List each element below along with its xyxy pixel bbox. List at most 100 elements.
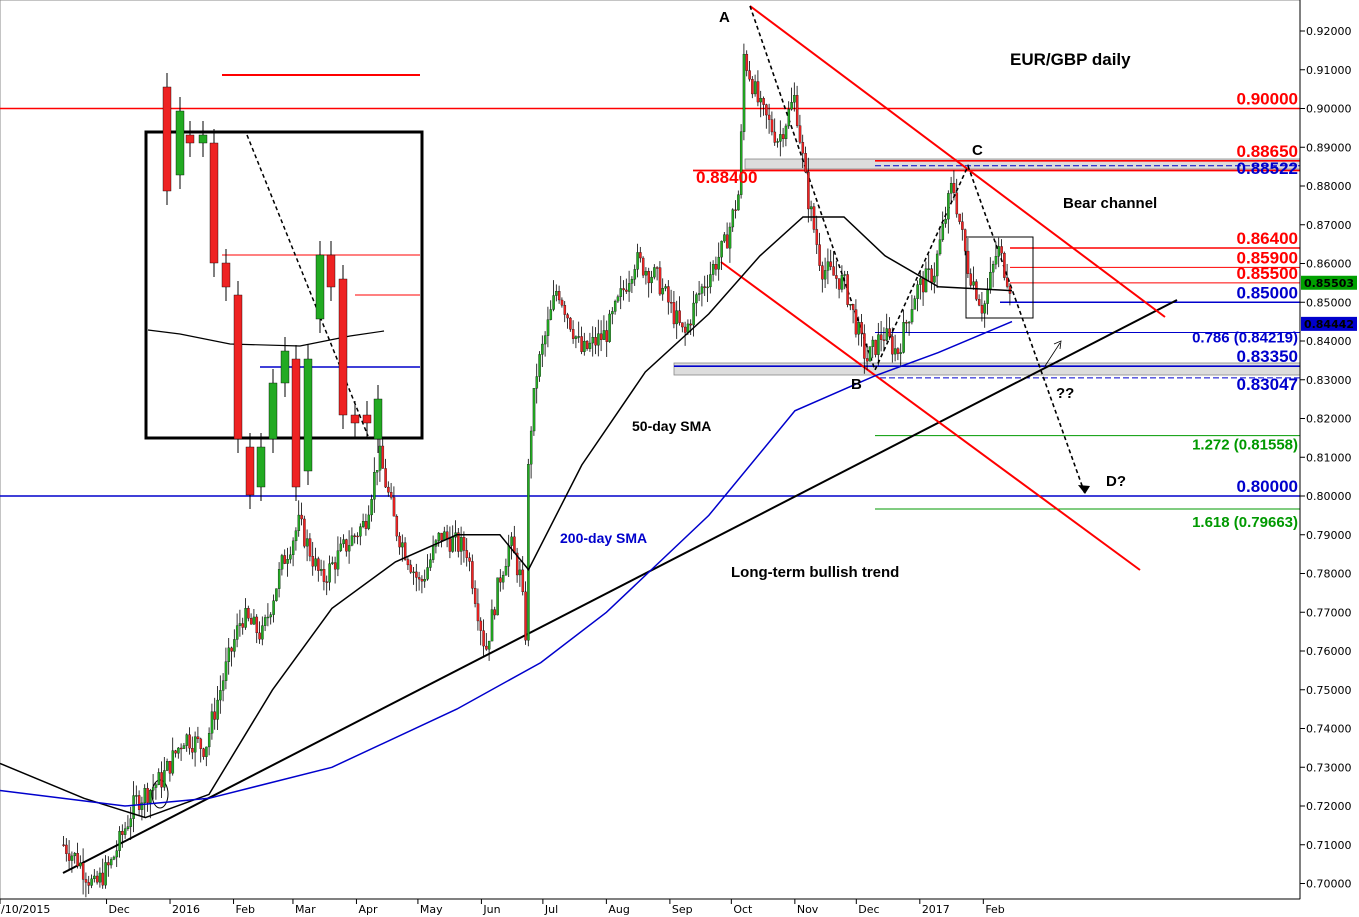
y-tick-label: 0.71000 [1306,839,1352,852]
candle-down [921,278,925,293]
candle-down [345,539,348,552]
candle-up [983,303,987,314]
candle-up [510,536,513,546]
candle-down [364,521,368,529]
candle-down [465,550,469,558]
candle-up [916,284,919,299]
candle-up [919,278,922,285]
inset-panel [144,73,424,509]
candle-up [709,274,712,288]
candle-down [891,336,894,355]
candle-down [283,555,287,564]
candle-down [560,299,564,306]
candle-down [689,323,693,326]
y-tick-label: 0.83000 [1306,374,1352,387]
candle-up [602,330,606,340]
level-label: 0.80000 [1237,477,1298,496]
candle-down [812,206,816,230]
candle-up [135,795,138,797]
candle-up [857,322,861,335]
candle-down [879,334,883,340]
candle-down [952,183,956,193]
level-label: 0.90000 [1237,90,1298,109]
candle-down [745,53,749,71]
candle-down [213,711,217,720]
inset-candle-down [162,86,172,192]
candle-down [440,532,443,541]
inset-candle-up [280,350,290,384]
long-term-label: Long-term bullish trend [731,564,899,581]
candle-up [650,276,653,284]
candle-down [325,581,329,583]
candle-up [661,288,665,295]
candle-up [927,268,931,270]
candle-up [664,286,667,289]
candle-down [622,288,625,291]
candle-down [95,875,99,883]
candle-up [314,558,317,567]
candle-down [807,171,810,210]
y-tick-label: 0.79000 [1306,529,1352,542]
candle-down [767,114,771,120]
candle-up [339,543,343,551]
y-tick-label: 0.82000 [1306,413,1352,426]
candle-down [84,879,88,883]
candle-up [597,333,600,346]
zoom-box [965,236,1034,319]
current-price-tag-bg [1301,275,1357,290]
candle-up [695,294,698,304]
candle-up [98,872,102,883]
candle-up [210,711,214,734]
candle-down [683,326,687,333]
candle-down [479,620,483,631]
candle-down [681,322,684,328]
candle-up [933,275,936,283]
candle-down [888,328,891,337]
candle-up [451,537,455,552]
moving-averages [0,216,1013,819]
candle-down [725,234,729,249]
candle-down [87,882,91,886]
candle-down [65,844,68,854]
candle-down [420,578,424,582]
candle-down [641,257,645,276]
candle-down [905,322,908,324]
inset-candle-down [233,294,243,440]
candle-down [566,314,569,319]
candle-down [882,339,886,341]
candle-down [846,274,849,305]
candle-up [871,339,875,347]
candle-down [770,119,774,133]
candle-up [893,348,897,355]
candle-up [277,569,281,589]
candle-up [233,639,236,652]
candle-down [476,603,480,622]
candle-down [188,734,191,749]
candle-down [860,322,863,334]
candle-up [359,526,362,537]
candle-down [255,616,259,634]
candle-down [417,577,421,580]
annotations: 0.900000.886500.885220.864000.859000.855… [560,9,1357,581]
candle-down [482,630,485,647]
candle-up [431,546,435,560]
candle-up [437,532,441,541]
chart-title: EUR/GBP daily [1010,50,1131,69]
candle-up [630,279,634,284]
candle-up [269,614,273,618]
x-tick-label: Aug [608,903,629,916]
candle-up [252,616,256,625]
x-tick-label: Oct [733,903,753,916]
candle-up [328,563,331,583]
candle-up [73,853,77,857]
candle-up [840,274,844,290]
inset-candle-down [362,414,372,424]
inset-candle-down [245,446,255,496]
candle-down [76,853,79,867]
candle-up [994,256,998,265]
candle-up [613,300,617,312]
candle-down [801,142,805,154]
candle-up [938,239,942,255]
candle-down [395,516,399,537]
